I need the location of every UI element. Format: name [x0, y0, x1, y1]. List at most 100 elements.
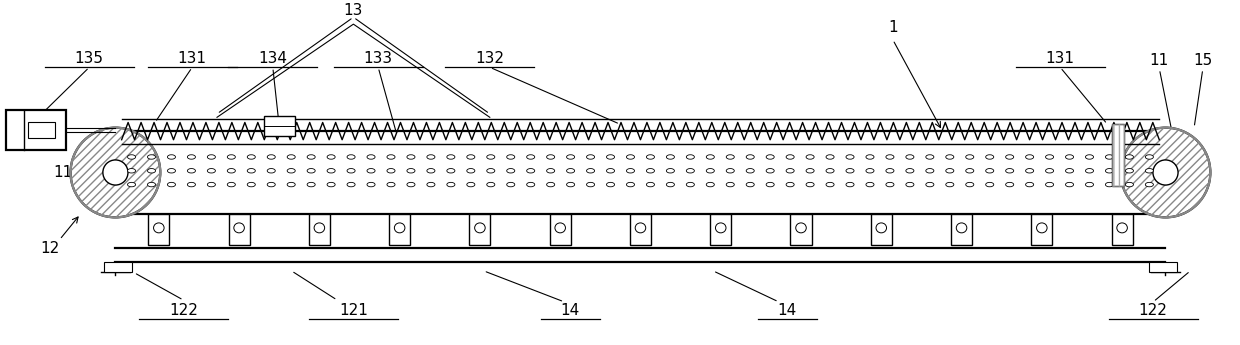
Ellipse shape: [487, 183, 495, 187]
Ellipse shape: [446, 183, 455, 187]
Ellipse shape: [746, 169, 754, 173]
Ellipse shape: [394, 223, 405, 233]
Ellipse shape: [167, 169, 176, 173]
Ellipse shape: [646, 183, 655, 187]
Ellipse shape: [1105, 155, 1114, 159]
Ellipse shape: [288, 155, 295, 159]
Ellipse shape: [527, 169, 534, 173]
Ellipse shape: [1065, 183, 1074, 187]
Ellipse shape: [587, 169, 595, 173]
Ellipse shape: [227, 183, 236, 187]
Ellipse shape: [207, 183, 216, 187]
Ellipse shape: [71, 128, 160, 217]
Text: 122: 122: [169, 303, 198, 318]
Ellipse shape: [727, 169, 734, 173]
Ellipse shape: [1025, 183, 1034, 187]
Bar: [389, 214, 410, 245]
Ellipse shape: [446, 169, 455, 173]
Ellipse shape: [367, 155, 374, 159]
Ellipse shape: [466, 169, 475, 173]
Ellipse shape: [786, 169, 794, 173]
Ellipse shape: [347, 183, 355, 187]
Ellipse shape: [103, 160, 128, 185]
Ellipse shape: [367, 183, 374, 187]
Ellipse shape: [556, 223, 565, 233]
Ellipse shape: [387, 183, 396, 187]
Bar: [29, 122, 55, 138]
Ellipse shape: [327, 155, 335, 159]
Ellipse shape: [866, 169, 874, 173]
Ellipse shape: [427, 169, 435, 173]
Ellipse shape: [308, 169, 315, 173]
Ellipse shape: [1006, 169, 1014, 173]
Bar: [549, 214, 570, 245]
Text: 14: 14: [777, 303, 797, 318]
Ellipse shape: [666, 169, 675, 173]
Ellipse shape: [966, 155, 973, 159]
Text: 131: 131: [177, 51, 207, 66]
Ellipse shape: [1025, 155, 1034, 159]
Ellipse shape: [966, 169, 973, 173]
Ellipse shape: [1006, 183, 1014, 187]
Ellipse shape: [806, 169, 815, 173]
Ellipse shape: [906, 169, 914, 173]
Ellipse shape: [786, 155, 794, 159]
Ellipse shape: [567, 169, 574, 173]
Ellipse shape: [427, 183, 435, 187]
Bar: [228, 214, 249, 245]
Text: 132: 132: [475, 51, 505, 66]
Bar: [711, 214, 732, 245]
Ellipse shape: [1045, 155, 1054, 159]
Ellipse shape: [1085, 169, 1094, 173]
Bar: [1032, 214, 1053, 245]
Ellipse shape: [626, 183, 635, 187]
Ellipse shape: [686, 169, 694, 173]
Ellipse shape: [866, 155, 874, 159]
Ellipse shape: [247, 183, 255, 187]
Ellipse shape: [187, 183, 196, 187]
Ellipse shape: [1121, 128, 1210, 217]
Ellipse shape: [1105, 183, 1114, 187]
Ellipse shape: [466, 183, 475, 187]
Ellipse shape: [1146, 183, 1153, 187]
Ellipse shape: [407, 169, 415, 173]
Ellipse shape: [796, 223, 806, 233]
Ellipse shape: [407, 155, 415, 159]
Text: 11: 11: [1149, 53, 1169, 68]
Ellipse shape: [247, 155, 255, 159]
Ellipse shape: [1126, 183, 1133, 187]
Ellipse shape: [1065, 155, 1074, 159]
Bar: [870, 214, 892, 245]
Ellipse shape: [846, 183, 854, 187]
Ellipse shape: [707, 155, 714, 159]
Ellipse shape: [926, 169, 934, 173]
Ellipse shape: [1045, 169, 1054, 173]
Ellipse shape: [327, 183, 335, 187]
Ellipse shape: [686, 183, 694, 187]
Text: 122: 122: [1138, 303, 1168, 318]
Ellipse shape: [1025, 169, 1034, 173]
Text: 12: 12: [40, 241, 60, 256]
Ellipse shape: [1065, 169, 1074, 173]
Ellipse shape: [187, 169, 196, 173]
Ellipse shape: [487, 155, 495, 159]
Ellipse shape: [1045, 183, 1054, 187]
Ellipse shape: [766, 155, 774, 159]
Text: 111: 111: [53, 165, 83, 180]
Ellipse shape: [475, 223, 485, 233]
Text: 121: 121: [339, 303, 368, 318]
Ellipse shape: [666, 155, 675, 159]
Ellipse shape: [906, 183, 914, 187]
Ellipse shape: [507, 169, 515, 173]
Ellipse shape: [267, 155, 275, 159]
Ellipse shape: [606, 183, 615, 187]
Ellipse shape: [446, 155, 455, 159]
Bar: [104, 262, 131, 272]
Ellipse shape: [308, 183, 315, 187]
Ellipse shape: [666, 183, 675, 187]
Text: 135: 135: [74, 51, 104, 66]
Ellipse shape: [846, 155, 854, 159]
Ellipse shape: [167, 155, 176, 159]
Ellipse shape: [187, 155, 196, 159]
Ellipse shape: [128, 183, 135, 187]
